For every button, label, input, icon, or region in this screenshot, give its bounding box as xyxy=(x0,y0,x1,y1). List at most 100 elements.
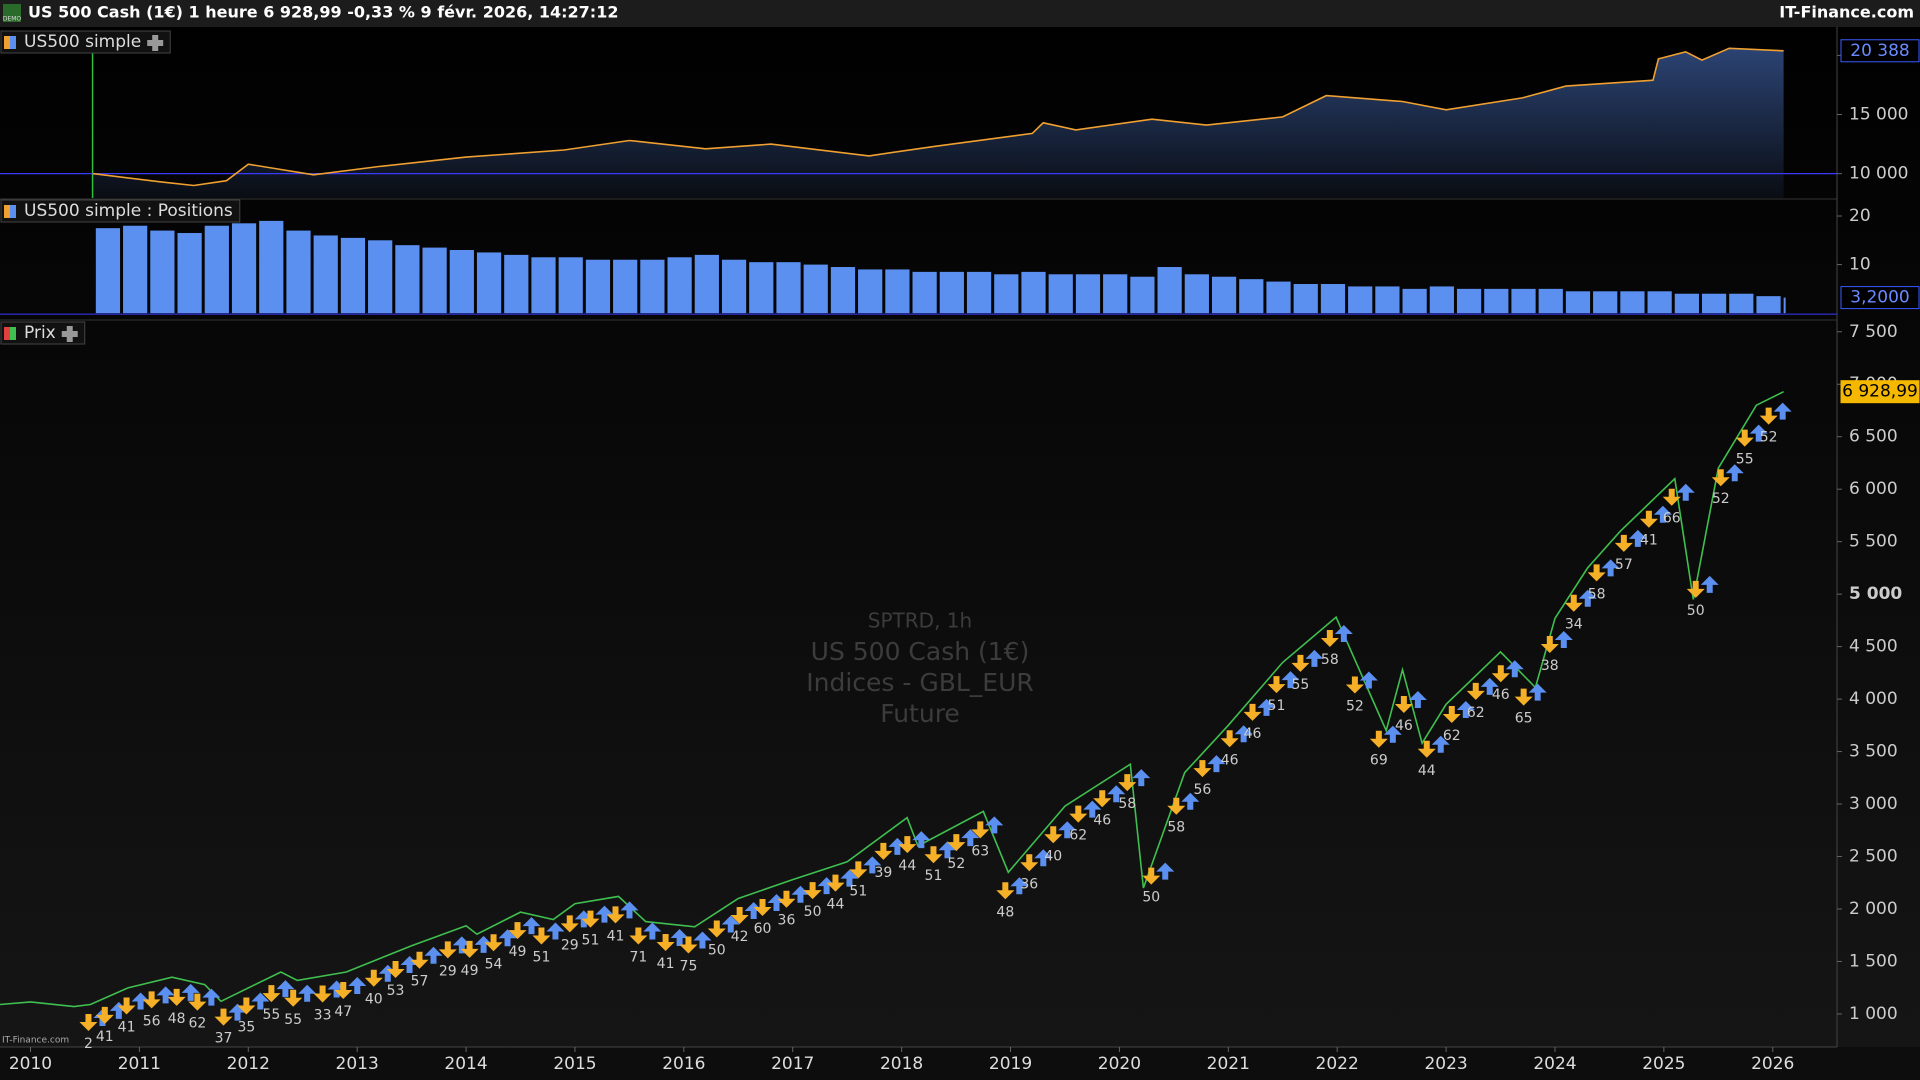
y-tick-label: 1 500 xyxy=(1849,951,1898,971)
trade-signal: 53 xyxy=(386,955,419,999)
trade-signal: 50 xyxy=(1686,575,1719,619)
position-bar xyxy=(204,225,229,314)
last-value-tag xyxy=(1840,39,1920,63)
trade-label: 52 xyxy=(1346,699,1364,715)
position-bar xyxy=(613,259,638,314)
trade-signal: 56 xyxy=(142,986,175,1029)
sell-arrow xyxy=(1369,730,1388,748)
trade-signal: 42 xyxy=(730,901,763,945)
position-bar xyxy=(1348,286,1373,314)
sell-arrow xyxy=(438,941,457,959)
trade-label: 52 xyxy=(1760,430,1778,446)
sell-arrow xyxy=(334,981,353,999)
sell-arrow xyxy=(313,985,332,1003)
trade-signal: 35 xyxy=(237,992,270,1035)
header-brand[interactable]: IT-Finance.com xyxy=(1779,3,1914,22)
position-bar xyxy=(1756,296,1781,314)
x-tick-label: 2010 xyxy=(9,1054,52,1074)
trade-signal: 51 xyxy=(849,856,882,899)
sell-arrow xyxy=(460,940,479,958)
buy-arrow xyxy=(276,980,295,998)
sell-arrow xyxy=(874,842,893,860)
trade-signal: 71 xyxy=(629,922,662,966)
trade-label: 44 xyxy=(1418,763,1436,779)
buy-arrow xyxy=(1601,559,1620,577)
x-tick-label: 2017 xyxy=(771,1054,814,1074)
trade-signal: 51 xyxy=(924,841,957,884)
buy-arrow xyxy=(181,983,200,1001)
trade-signal: 75 xyxy=(679,931,712,974)
sell-arrow xyxy=(508,922,527,940)
trade-label: 33 xyxy=(314,1008,332,1024)
x-tick-label: 2016 xyxy=(662,1054,705,1074)
sell-arrow xyxy=(386,960,405,978)
buy-arrow xyxy=(1058,821,1077,839)
sell-arrow xyxy=(1220,730,1239,748)
position-bar xyxy=(259,220,284,314)
trade-label: 49 xyxy=(509,944,527,960)
buy-arrow xyxy=(1257,698,1276,716)
add-indicator-button[interactable] xyxy=(61,326,78,342)
header-title: US 500 Cash (1€) 1 heure 6 928,99 -0,33 … xyxy=(28,3,618,22)
sell-arrow xyxy=(629,927,648,945)
sell-arrow xyxy=(484,934,503,952)
buy-arrow xyxy=(1083,800,1102,818)
sell-arrow xyxy=(947,834,966,852)
trade-signal: 62 xyxy=(188,988,221,1032)
y-tick-label: 20 xyxy=(1849,206,1871,226)
buy-arrow xyxy=(298,984,317,1002)
trade-signal: 58 xyxy=(1587,559,1620,602)
buy-arrow xyxy=(498,929,517,947)
y-tick-label: 2 000 xyxy=(1849,899,1898,919)
trade-signal: 37 xyxy=(214,1003,247,1047)
y-tick-label: 3 500 xyxy=(1849,742,1898,762)
buy-arrow xyxy=(202,988,221,1006)
add-indicator-button[interactable] xyxy=(147,35,164,51)
buy-arrow xyxy=(888,837,907,855)
last-value-label: 20 388 xyxy=(1850,41,1909,61)
position-bar xyxy=(1783,297,1786,314)
x-tick-label: 2025 xyxy=(1642,1054,1685,1074)
trade-signal: 50 xyxy=(803,877,836,920)
trade-label: 42 xyxy=(731,929,749,945)
position-bar xyxy=(830,267,856,314)
trade-label: 46 xyxy=(1492,687,1510,703)
sell-arrow xyxy=(606,906,625,924)
panel-title: Prix xyxy=(24,323,56,343)
position-bar xyxy=(395,245,420,314)
sell-arrow xyxy=(1291,654,1310,672)
header-bar xyxy=(0,0,1920,27)
sell-arrow xyxy=(849,861,868,879)
buy-arrow xyxy=(767,894,786,912)
trade-label: 41 xyxy=(657,956,675,972)
trade-label: 57 xyxy=(1615,557,1633,573)
panel-icon xyxy=(10,205,16,218)
position-bar xyxy=(1620,291,1645,314)
sell-arrow xyxy=(898,836,917,854)
trade-signal: 66 xyxy=(1662,483,1695,527)
trade-signal: 34 xyxy=(1564,589,1597,633)
trade-signal: 63 xyxy=(971,816,1004,859)
trade-label: 41 xyxy=(1640,533,1658,549)
trade-label: 55 xyxy=(1292,677,1310,693)
position-bar xyxy=(422,247,447,314)
sell-arrow xyxy=(1167,797,1186,815)
trade-label: 37 xyxy=(215,1031,233,1047)
position-bar xyxy=(1729,293,1754,314)
trade-label: 56 xyxy=(1194,782,1212,798)
y-tick-label: 6 000 xyxy=(1849,479,1898,499)
trade-signal: 41 xyxy=(95,1001,128,1045)
last-value-tag xyxy=(1840,286,1920,310)
buy-arrow xyxy=(693,931,712,949)
position-bar xyxy=(1266,281,1291,314)
last-value-label: 6 928,99 xyxy=(1842,382,1918,402)
trade-label: 29 xyxy=(439,963,457,979)
trade-label: 51 xyxy=(849,883,867,899)
position-bar xyxy=(858,269,883,314)
y-tick-label: 5 000 xyxy=(1849,584,1902,604)
trade-signal: 56 xyxy=(1193,755,1226,798)
trade-label: 46 xyxy=(1093,812,1111,828)
trade-label: 62 xyxy=(1467,705,1485,721)
buy-arrow xyxy=(938,841,957,859)
